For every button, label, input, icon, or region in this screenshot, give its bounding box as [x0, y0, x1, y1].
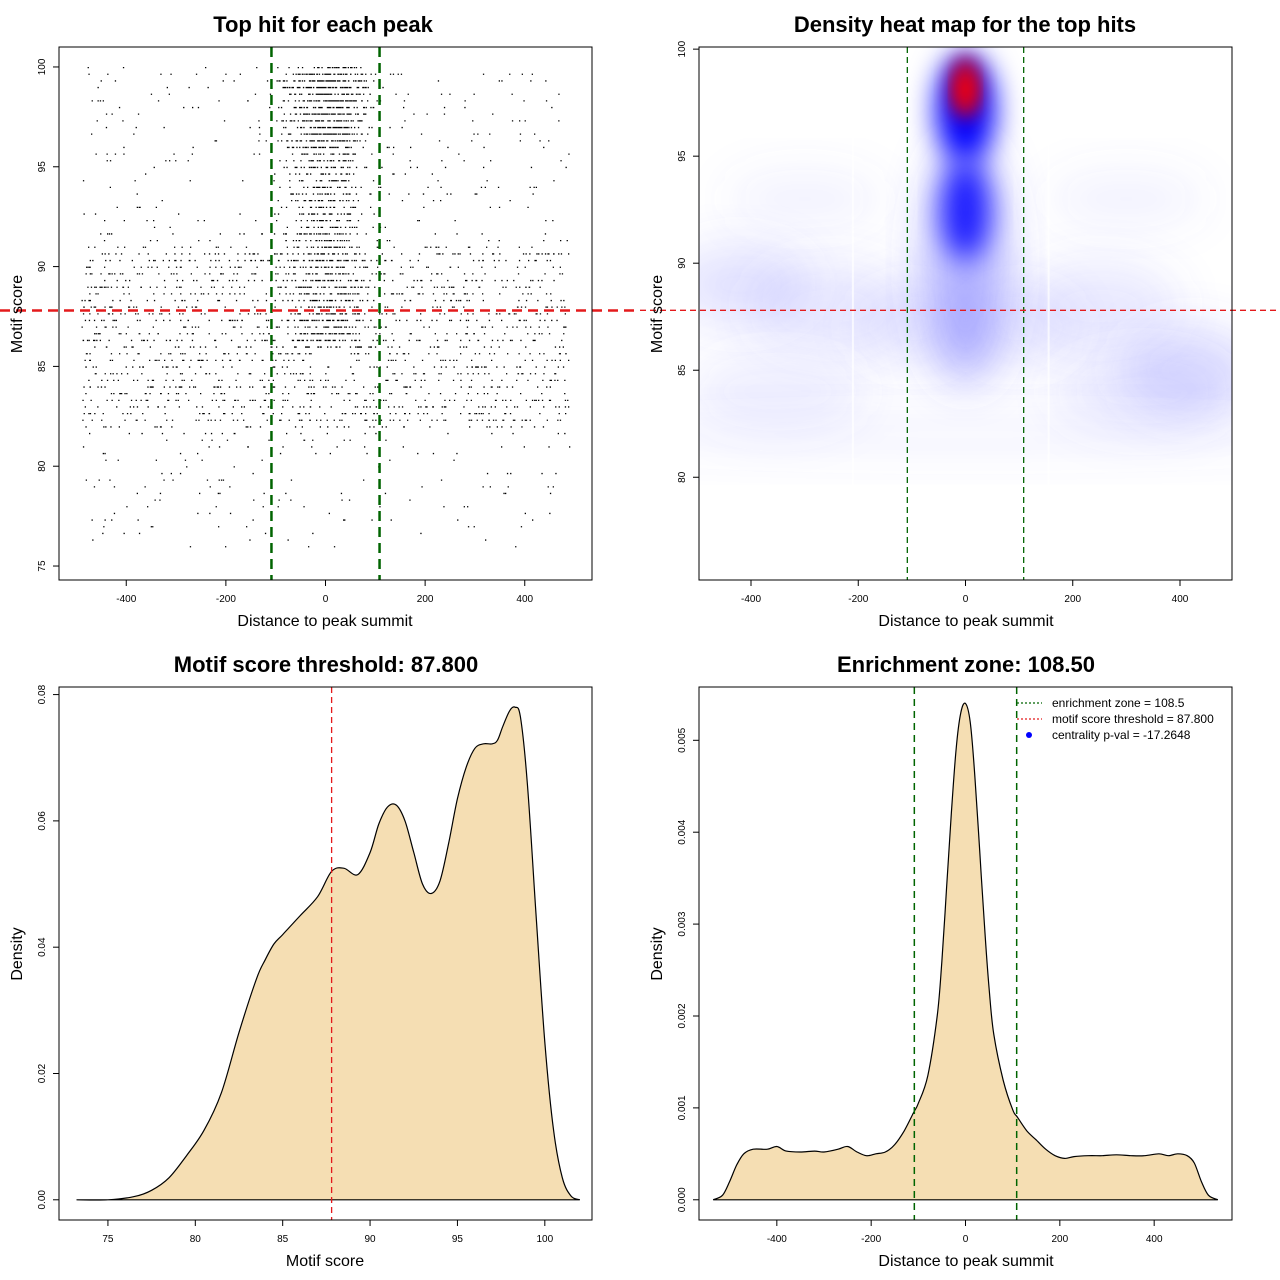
- heatmap-mid-blob: [941, 159, 990, 260]
- scatter-x-tick-label: -200: [216, 594, 236, 605]
- scatter-y-tick-label: 85: [37, 360, 48, 372]
- legend-threshold-label: motif score threshold = 87.800: [1052, 712, 1214, 726]
- scatter-y-tick-label: 95: [37, 161, 48, 173]
- scatter-y-tick-label: 90: [37, 261, 48, 273]
- score-y-tick-label: 0.04: [37, 937, 48, 957]
- scatter-y-axis-label: Motif score: [9, 275, 26, 353]
- distance-x-axis-label: Distance to peak summit: [878, 1253, 1054, 1270]
- heatmap-title: Density heat map for the top hits: [794, 12, 1136, 37]
- score-x-tick-label: 90: [364, 1234, 376, 1245]
- dist-y-tick-label: 0.005: [677, 727, 688, 752]
- dist-y-tick-label: 0.000: [677, 1187, 688, 1212]
- dist-x-tick-label: 400: [1146, 1234, 1163, 1245]
- heatmap-y-tick-label: 80: [677, 471, 688, 483]
- scatter-y-tick-label: 80: [37, 460, 48, 472]
- heatmap-density: [699, 47, 1232, 580]
- distance-x-axis: -400 -200 0 200 400: [767, 1220, 1163, 1245]
- score-x-axis-label: Motif score: [286, 1253, 364, 1270]
- heatmap-reference-lines: [640, 47, 1280, 580]
- scatter-points: [81, 67, 571, 548]
- heatmap-x-tick-label: -400: [741, 594, 761, 605]
- scatter-panel: Top hit for each peak -400 -200 0 200 400 75…: [0, 12, 640, 630]
- dist-y-tick-label: 0.004: [677, 819, 688, 844]
- heatmap-y-tick-label: 90: [677, 257, 688, 269]
- score-y-axis: 0.00 0.02 0.04 0.06 0.08: [37, 684, 59, 1210]
- score-y-axis-label: Density: [9, 927, 26, 980]
- heatmap-x-tick-label: 0: [963, 594, 969, 605]
- heatmap-x-tick-label: 200: [1064, 594, 1081, 605]
- scatter-point-cloud: [81, 67, 571, 548]
- legend: enrichment zone = 108.5 motif score thre…: [1017, 696, 1214, 742]
- scatter-title: Top hit for each peak: [213, 12, 433, 37]
- heatmap-x-axis-label: Distance to peak summit: [878, 613, 1054, 630]
- heatmap-hotspot-core: [956, 71, 975, 108]
- dist-y-tick-label: 0.003: [677, 911, 688, 936]
- score-density-area: [76, 706, 581, 1201]
- heatmap-y-tick-label: 100: [677, 40, 688, 57]
- legend-item-motif-threshold: motif score threshold = 87.800: [1017, 712, 1214, 726]
- heatmap-haze: [724, 168, 885, 229]
- legend-centrality-swatch: [1026, 732, 1032, 738]
- scatter-reference-lines: [0, 47, 640, 580]
- score-x-tick-label: 75: [102, 1234, 114, 1245]
- dist-y-tick-label: 0.002: [677, 1003, 688, 1028]
- scatter-x-tick-label: 400: [516, 594, 533, 605]
- dist-x-tick-label: -400: [767, 1234, 787, 1245]
- distance-density-title: Enrichment zone: 108.50: [837, 652, 1095, 677]
- dist-y-tick-label: 0.001: [677, 1095, 688, 1120]
- scatter-y-tick-label: 75: [37, 560, 48, 572]
- scatter-y-axis: 75 80 85 90 95 100: [37, 58, 59, 572]
- score-x-axis: 75 80 85 90 95 100: [102, 1220, 554, 1245]
- heatmap-y-tick-label: 95: [677, 150, 688, 162]
- scatter-x-axis: -400 -200 0 200 400: [116, 580, 534, 605]
- score-y-tick-label: 0.02: [37, 1063, 48, 1083]
- heatmap-panel: Density heat map for the top hits -400 -2…: [640, 12, 1280, 630]
- dist-x-tick-label: -200: [861, 1234, 881, 1245]
- distance-density-panel: Enrichment zone: 108.50 -400 -200 0 200 400 …: [649, 652, 1233, 1270]
- heatmap-haze: [1046, 168, 1207, 229]
- score-y-tick-label: 0.06: [37, 811, 48, 831]
- heatmap-x-tick-label: -200: [848, 594, 868, 605]
- distance-density-area: [712, 702, 1219, 1201]
- scatter-x-axis-label: Distance to peak summit: [237, 613, 413, 630]
- heatmap-y-axis: 80 85 90 95 100: [677, 40, 699, 483]
- legend-item-centrality: centrality p-val = -17.2648: [1026, 728, 1191, 742]
- scatter-x-tick-label: 0: [323, 594, 329, 605]
- scatter-y-tick-label: 100: [37, 58, 48, 75]
- heatmap-y-axis-label: Motif score: [649, 275, 666, 353]
- score-x-tick-label: 80: [190, 1234, 202, 1245]
- score-density-title: Motif score threshold: 87.800: [174, 652, 478, 677]
- scatter-x-tick-label: -400: [116, 594, 136, 605]
- legend-item-enrichment-zone: enrichment zone = 108.5: [1017, 696, 1185, 710]
- score-x-tick-label: 95: [452, 1234, 464, 1245]
- score-y-tick-label: 0.08: [37, 684, 48, 704]
- heatmap-x-axis: -400 -200 0 200 400: [741, 580, 1189, 605]
- dist-x-tick-label: 0: [963, 1234, 969, 1245]
- heatmap-x-tick-label: 400: [1172, 594, 1189, 605]
- legend-centrality-label: centrality p-val = -17.2648: [1052, 728, 1191, 742]
- score-x-tick-label: 100: [536, 1234, 553, 1245]
- heatmap-y-tick-label: 85: [677, 364, 688, 376]
- legend-enrichment-label: enrichment zone = 108.5: [1052, 696, 1185, 710]
- dist-x-tick-label: 200: [1051, 1234, 1068, 1245]
- score-plot-frame: [58, 686, 593, 1221]
- distance-y-axis-label: Density: [649, 927, 666, 980]
- distance-y-axis: 0.000 0.001 0.002 0.003 0.004 0.005: [677, 727, 699, 1212]
- enrichment-zone-lines: [913, 687, 1018, 1220]
- score-y-tick-label: 0.00: [37, 1190, 48, 1210]
- score-density-panel: Motif score threshold: 87.800 75 80 85 90 95…: [9, 652, 593, 1270]
- scatter-x-tick-label: 200: [417, 594, 434, 605]
- heatmap-haze: [699, 409, 1232, 460]
- score-x-tick-label: 85: [277, 1234, 289, 1245]
